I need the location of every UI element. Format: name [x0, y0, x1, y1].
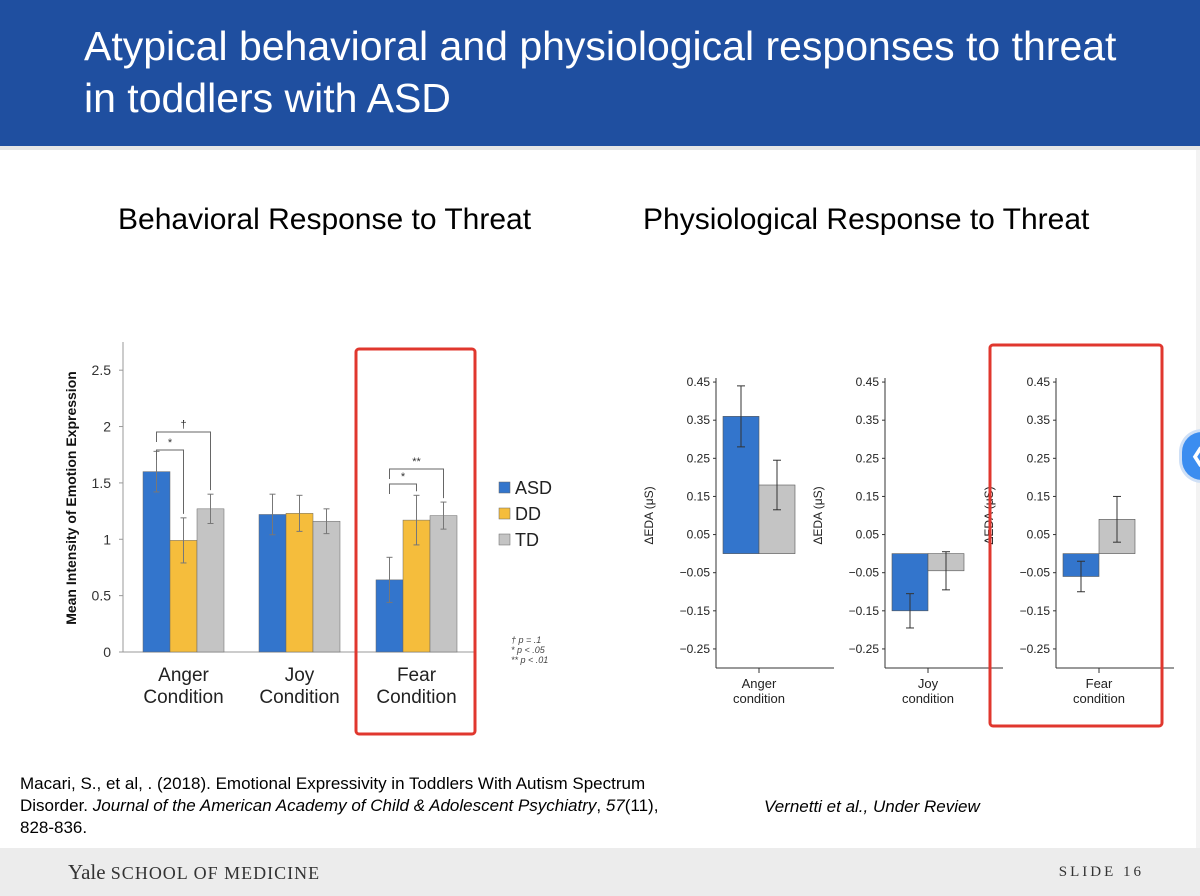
significance-marker: ** [412, 456, 421, 468]
x-category-label: Condition [259, 687, 339, 708]
panel-y-tick-label: 0.45 [687, 375, 711, 389]
significance-marker: * [401, 471, 406, 483]
panel-y-tick-label: −0.25 [680, 642, 711, 656]
panel-x-label: condition [1073, 691, 1125, 706]
citation-macari: Macari, S., et al, . (2018). Emotional E… [20, 774, 659, 837]
panel-y-tick-label: −0.15 [1020, 604, 1051, 618]
legend-label-asd: ASD [515, 478, 552, 498]
panel-y-tick-label: −0.05 [849, 566, 880, 580]
panel-y-tick-label: −0.25 [1020, 642, 1051, 656]
fear-highlight-box [354, 347, 477, 736]
panel-y-axis-label: ΔEDA (μS) [642, 486, 656, 544]
panel-x-label: Joy [918, 676, 939, 691]
panel-y-tick-label: 0.35 [1027, 413, 1051, 427]
panel-y-tick-label: 0.15 [1027, 489, 1051, 503]
brand-school: SCHOOL OF MEDICINE [110, 863, 321, 883]
footer-bar [0, 848, 1200, 896]
footer-brand: Yale SCHOOL OF MEDICINE [68, 860, 320, 885]
panel-y-axis-label: ΔEDA (μS) [811, 486, 825, 544]
panel-y-tick-label: 0.35 [856, 413, 880, 427]
chevron-left-icon: ❮ [1190, 443, 1200, 468]
citation-authors: Macari, S., et al, . (2018). Emotional E… [20, 774, 646, 815]
slide-title: Atypical behavioral and physiological re… [84, 23, 1117, 121]
panel-y-tick-label: 0.45 [1027, 375, 1051, 389]
fear-highlight-box [988, 343, 1164, 728]
significance-marker: † [180, 419, 186, 431]
panel-y-tick-label: −0.25 [849, 642, 880, 656]
x-category-label: Anger [158, 665, 209, 686]
legend-swatch-td [498, 533, 511, 546]
legend-label-dd: DD [515, 504, 541, 524]
panel-x-label: condition [733, 691, 785, 706]
banner-divider [0, 146, 1200, 150]
significance-bracket [389, 468, 444, 499]
citation-vernetti: Vernetti et al., Under Review [764, 797, 980, 816]
panel-y-tick-label: 0.25 [687, 451, 711, 465]
bar-asd [142, 471, 171, 653]
y-tick-label: 2.5 [92, 362, 112, 378]
x-category-label: Condition [143, 687, 223, 708]
panel-y-tick-label: 0.15 [687, 489, 711, 503]
significance-bracket [156, 449, 184, 514]
legend-label-td: TD [515, 530, 539, 550]
physiological-chart-title: Physiological Response to Threat [643, 203, 1090, 236]
bar-td [429, 515, 458, 653]
x-category-label: Condition [376, 687, 456, 708]
panel-y-tick-label: 0.35 [687, 413, 711, 427]
bar-asd [258, 514, 287, 653]
physiological-chart: 0.45 0.35 0.25 0.15 0.05 −0.05 −0.15 −0.25 ΔEDA … [642, 343, 1174, 728]
panel-x-label: Anger [742, 676, 777, 691]
slide-edge [1196, 150, 1200, 870]
panel-y-tick-label: 0.15 [856, 489, 880, 503]
panel-y-tick-label: 0.05 [687, 528, 711, 542]
panel-x-label: Fear [1086, 676, 1113, 691]
x-category-label: Fear [397, 665, 437, 686]
panel-y-tick-label: 0.05 [856, 528, 880, 542]
significance-legend: ** p < .01 [511, 655, 548, 665]
panel-y-tick-label: 0.25 [856, 451, 880, 465]
panel-y-tick-label: −0.05 [1020, 566, 1051, 580]
behavioral-chart: 0 0.5 1 1.5 2 2.5 Mean Intensity of Emotion Ex… [63, 342, 552, 736]
panel-x-label: condition [902, 691, 954, 706]
panel-y-tick-label: −0.15 [680, 604, 711, 618]
citation-journal: Journal of the American Academy of Child… [92, 796, 597, 815]
y-axis-label: Mean Intensity of Emotion Expression [63, 371, 79, 625]
y-tick-label: 1 [103, 531, 111, 547]
panel-y-tick-label: 0.05 [1027, 528, 1051, 542]
bar-td [312, 520, 341, 653]
significance-bracket [156, 431, 211, 491]
bar-asd [375, 579, 404, 653]
y-tick-label: 0 [103, 644, 111, 660]
slide-number: SLIDE 16 [1058, 864, 1144, 880]
significance-legend: * p < .05 [511, 645, 546, 655]
side-nav-tab[interactable]: ❮ [1182, 432, 1200, 480]
brand-yale: Yale [68, 860, 106, 884]
bar-td [196, 508, 225, 653]
bar-dd [285, 513, 314, 653]
behavioral-chart-title: Behavioral Response to Threat [118, 203, 532, 236]
y-tick-label: 2 [103, 419, 111, 435]
panel-y-tick-label: −0.05 [680, 566, 711, 580]
legend-swatch-asd [498, 481, 511, 494]
significance-legend: † p = .1 [511, 635, 541, 645]
significance-bracket [389, 483, 417, 494]
significance-marker: * [168, 437, 173, 449]
panel-y-tick-label: 0.45 [856, 375, 880, 389]
legend-swatch-dd [498, 507, 511, 520]
citation-pages: (11), 828-836. [20, 796, 659, 837]
y-tick-label: 0.5 [92, 588, 112, 604]
citation-volume: 57 [605, 796, 625, 815]
title-banner: Atypical behavioral and physiological re… [0, 0, 1200, 146]
panel-y-tick-label: −0.15 [849, 604, 880, 618]
panel-y-tick-label: 0.25 [1027, 451, 1051, 465]
y-tick-label: 1.5 [92, 475, 112, 491]
x-category-label: Joy [285, 665, 315, 686]
